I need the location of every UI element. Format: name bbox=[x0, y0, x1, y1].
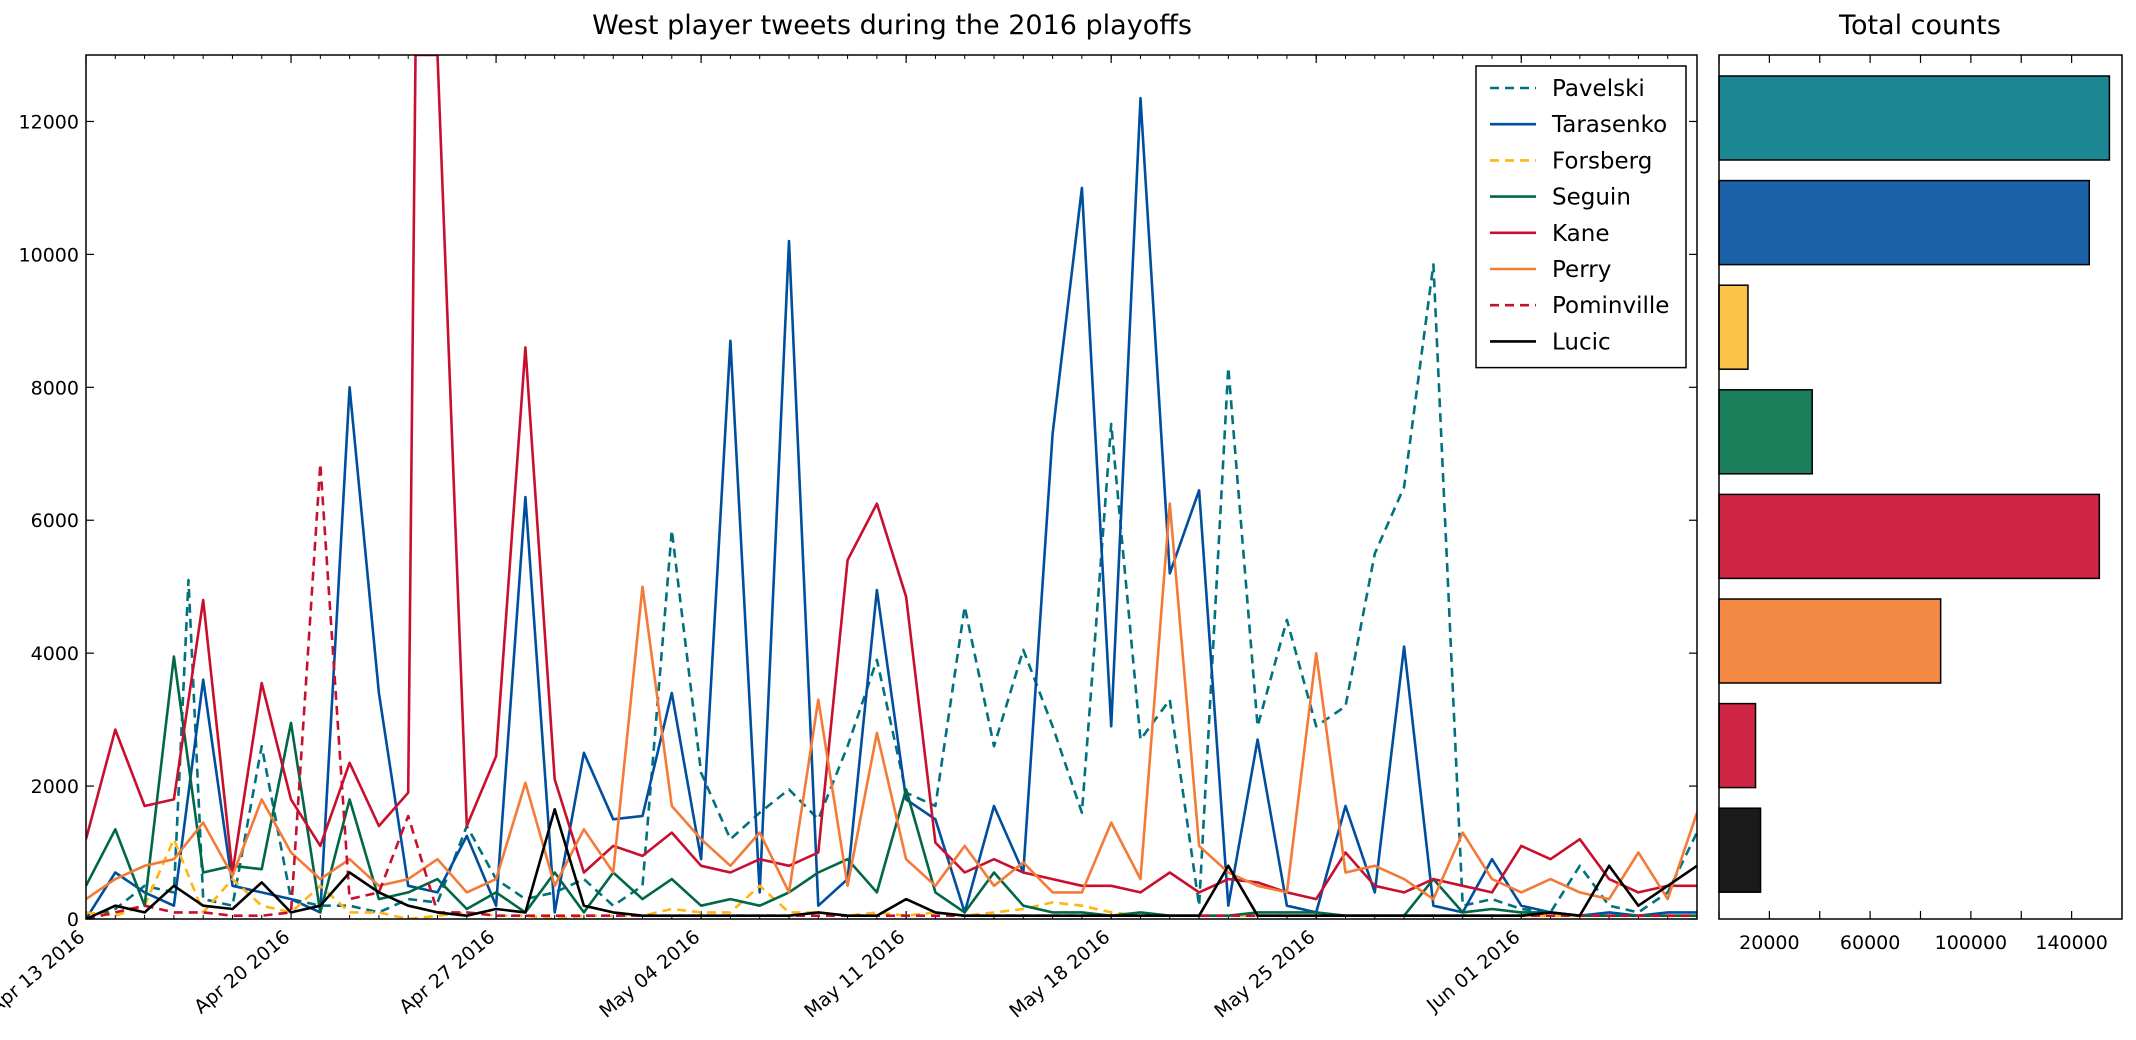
bar-tarasenko bbox=[1718, 179, 2091, 266]
bar-seguin bbox=[1718, 389, 1813, 475]
x-tick-label: Apr 20 2016 bbox=[190, 926, 294, 1018]
bar-x-tick-label: 60000 bbox=[1840, 932, 1900, 954]
x-tick-label: May 25 2016 bbox=[1210, 926, 1319, 1022]
series-line-kane bbox=[86, 55, 1697, 901]
bar-kane bbox=[1718, 493, 2101, 580]
legend-label-tarasenko: Tarasenko bbox=[1551, 112, 1667, 138]
legend: Pavelski Tarasenko Forsberg Seguin Kane Perry… bbox=[1475, 65, 1687, 369]
line-chart-series-group bbox=[86, 55, 1697, 919]
y-tick-label: 6000 bbox=[31, 510, 79, 532]
x-tick-label: May 18 2016 bbox=[1005, 926, 1114, 1022]
series-line-pavelski bbox=[86, 263, 1697, 919]
bar-x-tick-label: 140000 bbox=[2035, 932, 2108, 954]
line-chart-title: West player tweets during the 2016 playo… bbox=[592, 10, 1192, 41]
series-line-forsberg bbox=[86, 837, 1697, 919]
bar-pavelski bbox=[1718, 75, 2111, 161]
y-tick-label: 2000 bbox=[31, 776, 79, 798]
x-tick-label: Apr 27 2016 bbox=[395, 926, 499, 1018]
series-line-tarasenko bbox=[86, 96, 1697, 919]
x-tick-label: Jun 01 2016 bbox=[1422, 926, 1524, 1017]
series-line-seguin bbox=[86, 655, 1697, 917]
bar-pominville bbox=[1718, 702, 1757, 789]
x-tick-label: May 04 2016 bbox=[595, 926, 704, 1022]
legend-label-perry: Perry bbox=[1552, 257, 1611, 283]
bar-lucic bbox=[1718, 807, 1762, 893]
y-tick-label: 4000 bbox=[31, 643, 79, 665]
y-tick-label: 10000 bbox=[19, 244, 79, 266]
bar-chart-frame bbox=[1718, 54, 2123, 920]
line-chart: West player tweets during the 2016 playo… bbox=[0, 10, 1698, 1022]
series-line-lucic bbox=[86, 808, 1697, 919]
bar-chart-bars bbox=[1718, 75, 2111, 893]
series-line-perry bbox=[86, 502, 1697, 901]
legend-box bbox=[1475, 65, 1687, 369]
legend-label-pominville: Pominville bbox=[1552, 293, 1669, 319]
bar-forsberg bbox=[1718, 284, 1749, 370]
legend-label-seguin: Seguin bbox=[1552, 185, 1631, 211]
legend-label-lucic: Lucic bbox=[1552, 329, 1611, 355]
y-tick-label: 12000 bbox=[19, 111, 79, 133]
bar-x-tick-label: 20000 bbox=[1739, 932, 1799, 954]
line-chart-frame bbox=[85, 54, 1698, 920]
y-tick-label: 0 bbox=[67, 909, 79, 931]
bar-perry bbox=[1718, 598, 1942, 684]
x-tick-label: Apr 13 2016 bbox=[0, 926, 89, 1018]
legend-label-forsberg: Forsberg bbox=[1552, 148, 1652, 174]
x-tick-label: May 11 2016 bbox=[800, 926, 909, 1022]
legend-label-pavelski: Pavelski bbox=[1552, 76, 1645, 102]
bar-chart: Total counts 20000 60000 100000 140000 bbox=[1718, 10, 2123, 954]
bar-chart-axes: 20000 60000 100000 140000 bbox=[1718, 55, 2108, 954]
bar-x-tick-label: 100000 bbox=[1935, 932, 2008, 954]
bar-chart-title: Total counts bbox=[1838, 10, 2001, 41]
legend-label-kane: Kane bbox=[1552, 221, 1610, 247]
y-tick-label: 8000 bbox=[31, 377, 79, 399]
